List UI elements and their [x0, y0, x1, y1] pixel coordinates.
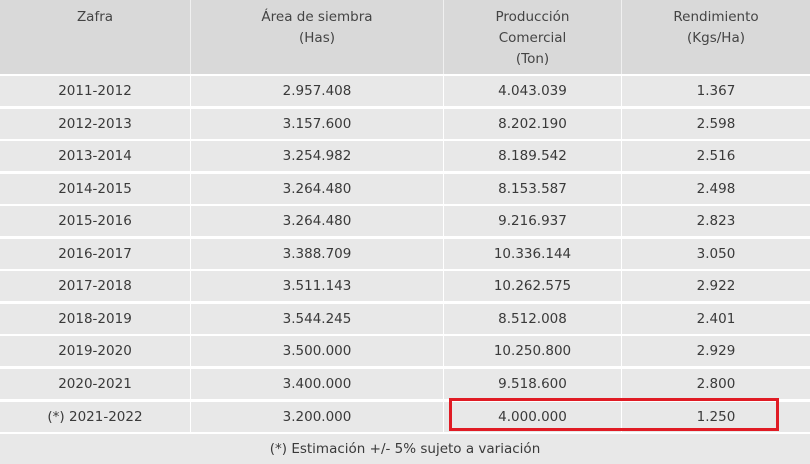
- cell-rendimiento: 2.823: [621, 206, 810, 237]
- header-produccion: Producción Comercial (Ton): [443, 0, 621, 74]
- table-row: 2019-2020 3.500.000 10.250.800 2.929: [0, 334, 810, 367]
- cell-zafra: 2011-2012: [58, 83, 132, 99]
- cell-zafra: 2015-2016: [58, 213, 132, 230]
- cell-area: 2.957.408: [190, 76, 443, 106]
- cell-area: 3.544.245: [190, 303, 443, 334]
- table-row: 2011-2012 2.957.408 4.043.039 1.367: [0, 74, 810, 106]
- cell-rendimiento: 2.800: [621, 368, 810, 399]
- cell-area: 3.388.709: [190, 238, 443, 269]
- table-row: 2020-2021 3.400.000 9.518.600 2.800: [0, 366, 810, 399]
- cell-rendimiento: 2.401: [621, 303, 810, 334]
- cell-produccion: 9.518.600: [443, 368, 621, 399]
- header-produccion-line-1: Producción: [495, 9, 570, 25]
- table-row: 2016-2017 3.388.709 10.336.144 3.050: [0, 236, 810, 269]
- header-rendimiento-line-1: Rendimiento: [673, 9, 759, 25]
- header-rendimiento-line-2: (Kgs/Ha): [687, 30, 745, 46]
- cell-zafra: 2018-2019: [58, 310, 132, 327]
- cell-rendimiento: 2.498: [621, 173, 810, 204]
- cell-produccion: 10.336.144: [443, 238, 621, 269]
- header-area-line-2: (Has): [299, 30, 335, 46]
- cell-produccion: 4.000.000: [443, 401, 621, 432]
- header-zafra-line-1: Zafra: [76, 9, 114, 25]
- cell-zafra: 2017-2018: [58, 278, 132, 295]
- cell-rendimiento: 1.367: [621, 76, 810, 106]
- cell-rendimiento: 1.250: [621, 401, 810, 432]
- cell-area: 3.264.480: [190, 206, 443, 237]
- table-row: 2012-2013 3.157.600 8.202.190 2.598: [0, 106, 810, 139]
- cell-produccion: 8.153.587: [443, 173, 621, 204]
- cell-produccion: 8.202.190: [443, 108, 621, 139]
- table-row: 2017-2018 3.511.143 10.262.575 2.922: [0, 269, 810, 302]
- cell-zafra: 2020-2021: [58, 375, 132, 392]
- cell-zafra: (*) 2021-2022: [47, 408, 143, 425]
- table-row: (*) 2021-2022 3.200.000 4.000.000 1.250: [0, 399, 810, 432]
- cell-area: 3.400.000: [190, 368, 443, 399]
- cell-produccion: 8.512.008: [443, 303, 621, 334]
- cell-produccion: 10.262.575: [443, 271, 621, 302]
- cell-rendimiento: 2.598: [621, 108, 810, 139]
- header-produccion-line-3: (Ton): [515, 51, 550, 67]
- cell-rendimiento: 3.050: [621, 238, 810, 269]
- header-area-line-1: Área de siembra: [261, 9, 373, 25]
- table-header: Zafra Área de siembra (Has) Producción C…: [0, 0, 810, 74]
- cell-area: 3.254.982: [190, 141, 443, 172]
- cell-area: 3.500.000: [190, 336, 443, 367]
- header-rendimiento: Rendimiento (Kgs/Ha): [621, 0, 810, 74]
- cell-area: 3.157.600: [190, 108, 443, 139]
- cell-area: 3.264.480: [190, 173, 443, 204]
- cell-rendimiento: 2.516: [621, 141, 810, 172]
- cell-zafra: 2016-2017: [58, 245, 132, 262]
- table-row: 2015-2016 3.264.480 9.216.937 2.823: [0, 204, 810, 237]
- header-zafra: Zafra: [0, 0, 190, 74]
- table-row: 2014-2015 3.264.480 8.153.587 2.498: [0, 171, 810, 204]
- cell-zafra: 2013-2014: [58, 148, 132, 165]
- cell-zafra: 2019-2020: [58, 343, 132, 360]
- header-produccion-line-2: Comercial: [498, 30, 567, 46]
- header-area-siembra: Área de siembra (Has): [190, 0, 443, 74]
- cell-zafra: 2014-2015: [58, 180, 132, 197]
- table-row: 2013-2014 3.254.982 8.189.542 2.516: [0, 139, 810, 172]
- cell-produccion: 9.216.937: [443, 206, 621, 237]
- cell-rendimiento: 2.929: [621, 336, 810, 367]
- table-row: 2018-2019 3.544.245 8.512.008 2.401: [0, 301, 810, 334]
- cell-rendimiento: 2.922: [621, 271, 810, 302]
- cell-zafra: 2012-2013: [58, 115, 132, 132]
- cell-area: 3.200.000: [190, 401, 443, 432]
- cell-produccion: 10.250.800: [443, 336, 621, 367]
- cell-produccion: 4.043.039: [443, 76, 621, 106]
- cell-area: 3.511.143: [190, 271, 443, 302]
- table-footnote: (*) Estimación +/- 5% sujeto a variación: [0, 432, 810, 464]
- cell-produccion: 8.189.542: [443, 141, 621, 172]
